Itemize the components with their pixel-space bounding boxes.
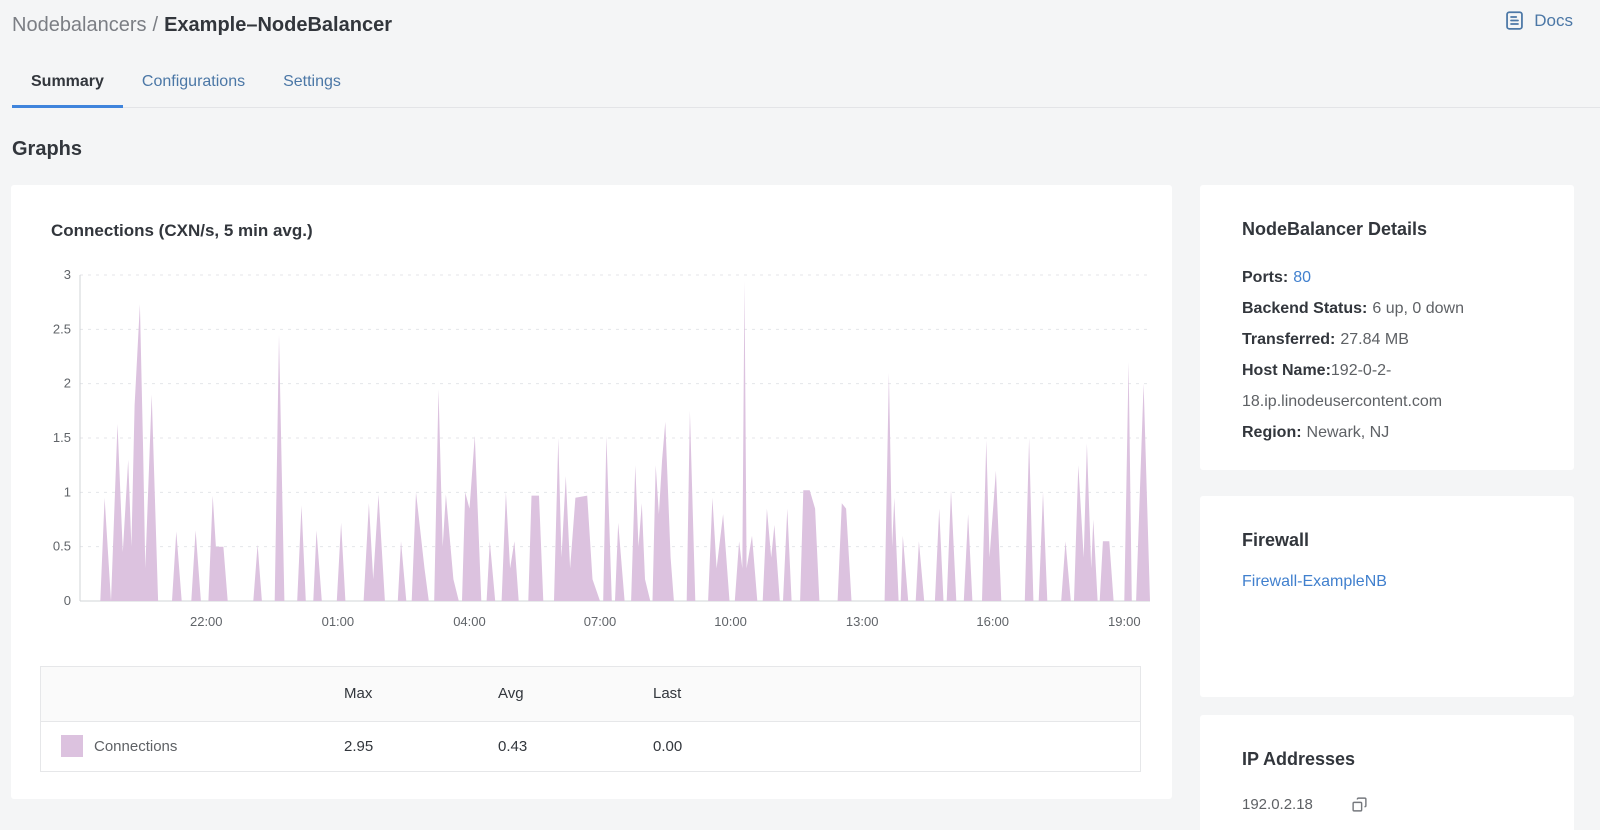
docs-link[interactable]: Docs bbox=[1504, 10, 1573, 31]
detail-row-transferred: Transferred: 27.84 MB bbox=[1242, 324, 1540, 355]
tab-settings[interactable]: Settings bbox=[283, 73, 341, 90]
details-card-title: NodeBalancer Details bbox=[1242, 219, 1428, 239]
nodebalancer-details-card: NodeBalancer Details Ports: 80 Backend St… bbox=[1200, 185, 1574, 470]
legend-table: Max Avg Last Connections 2.95 bbox=[40, 666, 1141, 772]
svg-text:3: 3 bbox=[64, 267, 71, 282]
docs-icon bbox=[1504, 10, 1525, 31]
breadcrumb-section[interactable]: Nodebalancers bbox=[12, 14, 147, 36]
region-label: Region: bbox=[1242, 424, 1302, 441]
legend-header-last: Last bbox=[653, 667, 1140, 722]
connections-avg-value: 0.43 bbox=[498, 737, 528, 755]
svg-text:16:00: 16:00 bbox=[976, 614, 1009, 629]
ip-card-title: IP Addresses bbox=[1242, 749, 1356, 769]
summary-sidebar: NodeBalancer Details Ports: 80 Backend St… bbox=[1200, 185, 1574, 830]
svg-text:19:00: 19:00 bbox=[1108, 614, 1141, 629]
chart-title: Connections (CXN/s, 5 min avg.) bbox=[51, 221, 313, 240]
breadcrumb-current: Example–NodeBalancer bbox=[164, 14, 392, 36]
tab-bar: Summary Configurations Settings bbox=[12, 60, 1600, 108]
connections-swatch[interactable] bbox=[61, 735, 83, 758]
chart-area: 0 0.5 1 1.5 2 2.5 3 22:00 01:00 04:00 07:00 10:00 13… bbox=[45, 267, 1172, 640]
detail-row-hostname: Host Name:192-0-2-18.ip.linodeuserconten… bbox=[1242, 355, 1540, 417]
copy-ip-icon[interactable] bbox=[1351, 796, 1368, 813]
breadcrumb: Nodebalancers / Example–NodeBalancer bbox=[12, 12, 1573, 38]
svg-text:07:00: 07:00 bbox=[584, 614, 617, 629]
svg-text:0.5: 0.5 bbox=[53, 539, 71, 554]
legend-header-series bbox=[41, 667, 344, 722]
series-label[interactable]: Connections bbox=[94, 737, 178, 755]
ip-row: 192.0.2.18 bbox=[1242, 796, 1540, 813]
svg-text:1.5: 1.5 bbox=[53, 430, 71, 445]
firewall-card: Firewall Firewall-ExampleNB bbox=[1200, 496, 1574, 697]
transferred-label: Transferred: bbox=[1242, 331, 1336, 348]
svg-text:13:00: 13:00 bbox=[846, 614, 879, 629]
region-value: Newark, NJ bbox=[1306, 424, 1390, 441]
ports-label: Ports: bbox=[1242, 269, 1289, 286]
detail-row-ports: Ports: 80 bbox=[1242, 262, 1540, 293]
svg-text:04:00: 04:00 bbox=[453, 614, 486, 629]
svg-text:2.5: 2.5 bbox=[53, 321, 71, 336]
transferred-value: 27.84 MB bbox=[1340, 331, 1409, 348]
ip-addresses-card: IP Addresses 192.0.2.18 bbox=[1200, 715, 1574, 830]
connections-chart: 0 0.5 1 1.5 2 2.5 3 22:00 01:00 04:00 07:00 10:00 13… bbox=[53, 267, 1150, 629]
svg-text:1: 1 bbox=[64, 484, 71, 499]
legend-header-max: Max bbox=[344, 667, 498, 722]
ports-link[interactable]: 80 bbox=[1293, 269, 1312, 286]
legend-header-avg: Avg bbox=[498, 667, 653, 722]
hostname-label: Host Name: bbox=[1242, 362, 1331, 379]
svg-text:0: 0 bbox=[64, 593, 71, 608]
svg-text:10:00: 10:00 bbox=[714, 614, 747, 629]
tab-summary[interactable]: Summary bbox=[12, 60, 123, 108]
firewall-link[interactable]: Firewall-ExampleNB bbox=[1242, 573, 1387, 590]
legend-header-row: Max Avg Last bbox=[41, 667, 1140, 722]
svg-text:2: 2 bbox=[64, 376, 71, 391]
content-area: Connections (CXN/s, 5 min avg.) 0 0.5 1 1.5… bbox=[11, 185, 1600, 830]
connections-max-value: 2.95 bbox=[344, 737, 374, 755]
detail-row-backend-status: Backend Status: 6 up, 0 down bbox=[1242, 293, 1540, 324]
tab-configurations[interactable]: Configurations bbox=[141, 73, 246, 90]
legend-row-connections: Connections 2.95 0.43 0.00 bbox=[41, 721, 1140, 771]
graphs-heading: Graphs bbox=[12, 138, 83, 160]
backend-status-label: Backend Status: bbox=[1242, 300, 1368, 317]
breadcrumb-separator: / bbox=[152, 14, 159, 36]
docs-label: Docs bbox=[1534, 10, 1573, 30]
connections-last-value: 0.00 bbox=[653, 737, 683, 755]
firewall-card-title: Firewall bbox=[1242, 530, 1310, 550]
detail-row-region: Region: Newark, NJ bbox=[1242, 417, 1540, 448]
connections-graph-card: Connections (CXN/s, 5 min avg.) 0 0.5 1 1.5… bbox=[11, 185, 1172, 799]
ip-address: 192.0.2.18 bbox=[1242, 796, 1313, 813]
svg-text:01:00: 01:00 bbox=[322, 614, 355, 629]
backend-status-value: 6 up, 0 down bbox=[1372, 300, 1464, 317]
svg-text:22:00: 22:00 bbox=[190, 614, 223, 629]
page-header: Nodebalancers / Example–NodeBalancer Docs bbox=[0, 0, 1600, 38]
hostname-value: 192-0-2-18.ip.linodeusercontent.com bbox=[1242, 362, 1443, 410]
